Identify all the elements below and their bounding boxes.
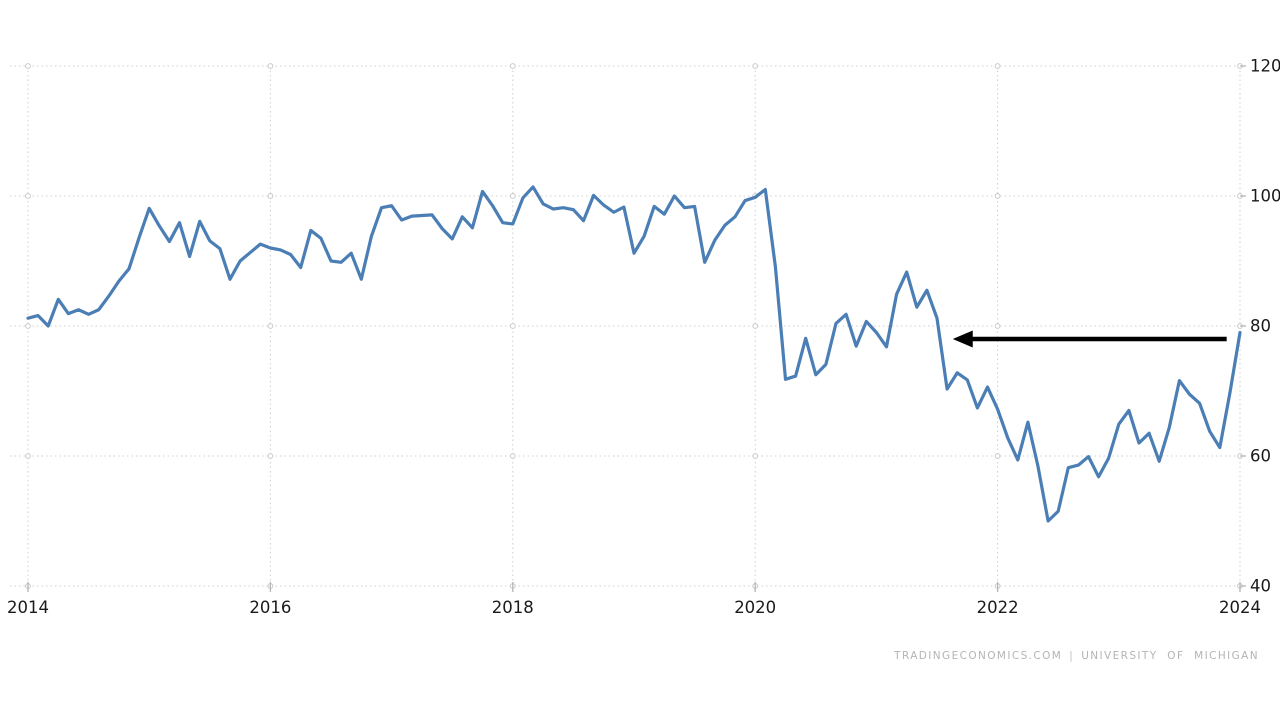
- x-tick-label: 2014: [7, 598, 49, 617]
- grid-intersection-dot: [752, 63, 759, 69]
- grid-intersection-dot: [509, 453, 516, 459]
- y-tick-label: 80: [1250, 317, 1271, 336]
- grid-intersection-dot: [509, 193, 516, 199]
- grid-intersection-dot: [994, 453, 1001, 459]
- highlight-arrow-head: [952, 330, 973, 348]
- x-tick-label: 2024: [1219, 598, 1261, 617]
- y-tick-label: 120: [1250, 57, 1280, 76]
- y-tick-label: 100: [1250, 187, 1280, 206]
- attribution-provider: UNIVERSITY OF MICHIGAN: [1081, 650, 1259, 662]
- grid-intersection-dot: [25, 453, 31, 459]
- grid-intersection-dot: [994, 63, 1001, 69]
- grid-intersection-dot: [267, 193, 274, 199]
- x-tick-label: 2022: [977, 598, 1019, 617]
- x-tick-label: 2016: [249, 598, 291, 617]
- x-tick-label: 2020: [734, 598, 776, 617]
- grid-intersection-dot: [25, 193, 31, 199]
- grid-intersection-dot: [267, 453, 274, 459]
- y-tick-label: 60: [1250, 447, 1271, 466]
- grid-intersection-dot: [752, 323, 759, 329]
- grid-intersection-dot: [752, 453, 759, 459]
- grid-intersection-dot: [267, 323, 274, 329]
- grid-intersection-dot: [267, 63, 274, 69]
- grid-intersection-dot: [994, 323, 1001, 329]
- grid-intersection-dot: [509, 63, 516, 69]
- grid-intersection-dot: [25, 323, 31, 329]
- y-tick-label: 40: [1250, 577, 1271, 596]
- x-tick-label: 2018: [492, 598, 534, 617]
- sentiment-line: [26, 185, 1242, 523]
- attribution-source: TRADINGECONOMICS.COM: [894, 650, 1063, 662]
- grid-intersection-dot: [994, 193, 1001, 199]
- grid-intersection-dot: [25, 63, 31, 69]
- attribution: TRADINGECONOMICS.COM | UNIVERSITY OF MICHI…: [894, 650, 1259, 662]
- attribution-separator: |: [1069, 650, 1075, 662]
- grid-intersection-dot: [509, 323, 516, 329]
